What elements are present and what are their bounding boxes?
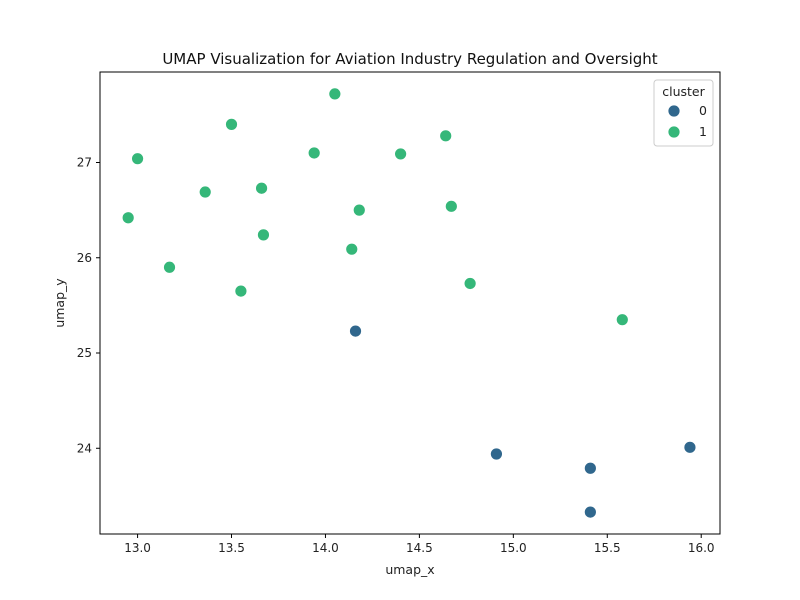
cluster-1-point [444,199,458,213]
x-tick-label: 16.0 [688,541,715,555]
legend-title: cluster [662,84,705,99]
legend-label-cluster-0: 0 [699,103,707,118]
cluster-0-point [583,461,597,475]
legend-marker-cluster-0 [667,104,681,118]
cluster-1-point [439,129,453,143]
legend-label-cluster-1: 1 [699,124,707,139]
x-tick-label: 13.0 [124,541,151,555]
cluster-1-point [198,185,212,199]
cluster-1-point [257,228,270,242]
x-tick-label: 15.5 [594,541,621,555]
chart-title: UMAP Visualization for Aviation Industry… [162,50,657,68]
cluster-1-point [163,260,176,274]
cluster-0-point [490,447,503,461]
x-tick-label: 15.0 [500,541,527,555]
cluster-1-point [307,146,321,160]
y-tick-label: 26 [77,251,92,265]
cluster-1-point [255,181,268,195]
cluster-0-point [349,324,362,338]
x-tick-label: 14.5 [406,541,433,555]
cluster-1-point [121,211,135,225]
x-tick-label: 13.5 [218,541,245,555]
cluster-1-point [328,87,342,101]
legend-marker-cluster-1 [667,125,681,139]
y-tick-label: 25 [77,346,92,360]
cluster-1-point [345,242,359,256]
y-axis: 24 25 26 27 [77,155,100,455]
plot-frame [99,71,721,535]
x-axis-label: umap_x [385,562,434,577]
cluster-1-point [352,203,366,217]
cluster-0-point [683,440,697,454]
cluster-1-point [463,277,477,290]
cluster-0-point [583,505,597,519]
cluster-1-point [234,284,248,298]
cluster-1-point [131,152,144,166]
cluster-1-point [615,313,629,327]
cluster-1-point [225,117,238,131]
y-tick-label: 24 [77,441,92,455]
legend: cluster 0 1 [653,79,714,147]
y-tick-label: 27 [77,155,92,169]
y-axis-label: umap_y [52,278,67,328]
cluster-1-point [394,147,408,161]
x-axis: 13.0 13.5 14.0 14.5 15.0 15.5 16.0 [124,534,715,555]
x-tick-label: 14.0 [312,541,339,555]
scatter-points [121,87,697,519]
